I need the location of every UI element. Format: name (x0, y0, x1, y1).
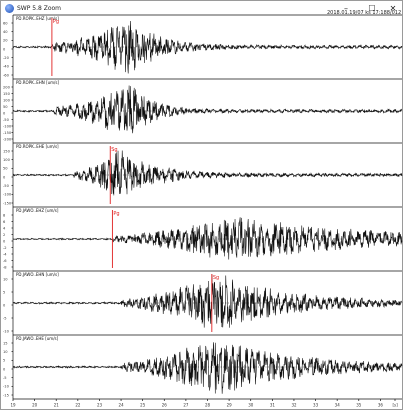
x-tick-label: 32 (291, 403, 297, 408)
y-tick-label: 60 (3, 21, 8, 25)
y-tick-label: -50 (3, 184, 10, 188)
x-tick-label: 28 (205, 403, 211, 408)
y-tick-label: -60 (3, 73, 10, 77)
waveform-trace (12, 274, 403, 328)
y-tick-label: 15 (3, 341, 8, 345)
x-tick-label: 35 (356, 403, 362, 408)
y-tick-label: -150 (3, 131, 12, 135)
channel-label: PD.JAWO..EHN [um/s] (16, 272, 59, 277)
phase-pick-label: Sg (111, 147, 117, 153)
waveform-trace (12, 150, 403, 196)
waveform-trace (12, 217, 403, 260)
y-tick-label: -5 (3, 316, 7, 320)
waveform-trace (12, 20, 403, 74)
x-tick-label: 30 (248, 403, 254, 408)
channel-label: PD.ROPK..EHZ [um/s] (16, 16, 59, 21)
y-tick-label: -8 (3, 265, 7, 269)
y-tick-label: 6 (3, 220, 6, 224)
x-tick-label: 26 (162, 403, 168, 408)
y-tick-label: 40 (3, 30, 8, 34)
x-tick-label: [s] (393, 403, 399, 408)
y-tick-label: 0 (3, 367, 6, 371)
y-tick-label: 5 (3, 359, 5, 363)
y-tick-label: 50 (3, 167, 8, 171)
x-tick-label: 20 (32, 403, 38, 408)
y-tick-label: -200 (3, 137, 12, 141)
window-title: SWP 5.8 Zoom (17, 5, 62, 12)
timestamp: 2018.01.19/07 ks 17:188/012 (327, 10, 402, 16)
x-tick-label: 24 (119, 403, 125, 408)
y-tick-label: -4 (3, 252, 7, 256)
x-tick-label: 25 (140, 403, 146, 408)
y-tick-label: 4 (3, 226, 6, 230)
minimize-button[interactable]: – (344, 3, 348, 13)
y-tick-label: 50 (3, 105, 8, 109)
y-tick-label: 10 (3, 277, 8, 281)
y-tick-label: -150 (3, 201, 12, 205)
x-tick-label: 19 (11, 403, 17, 408)
channel-label: PD.ROPK..EHE [um/s] (16, 144, 59, 149)
y-tick-label: 2 (3, 233, 5, 237)
app-icon (5, 4, 14, 13)
y-tick-label: -10 (3, 385, 10, 389)
phase-pick-label: Pg (53, 19, 59, 25)
waveform-trace (12, 342, 403, 394)
y-tick-label: -15 (3, 393, 9, 397)
y-tick-label: -2 (3, 246, 7, 250)
x-tick-label: 33 (313, 403, 319, 408)
y-tick-label: 20 (3, 39, 8, 43)
y-tick-label: 0 (3, 111, 6, 115)
y-tick-label: -50 (3, 118, 10, 122)
x-tick-label: 34 (335, 403, 341, 408)
y-tick-label: 5 (3, 290, 5, 294)
y-tick-label: 10 (3, 350, 8, 354)
y-tick-label: 0 (3, 47, 6, 51)
y-tick-label: -6 (3, 259, 7, 263)
y-tick-label: -100 (3, 124, 12, 128)
y-tick-label: 150 (3, 149, 11, 153)
x-tick-label: 23 (97, 403, 103, 408)
y-tick-label: 0 (3, 175, 6, 179)
y-tick-label: -5 (3, 376, 7, 380)
x-tick-label: 36 (378, 403, 384, 408)
waveform-trace (12, 85, 403, 134)
y-tick-label: 100 (3, 98, 11, 102)
y-tick-label: -100 (3, 193, 12, 197)
x-tick-label: 31 (270, 403, 276, 408)
y-tick-label: 100 (3, 158, 11, 162)
phase-pick-label: Pg (113, 211, 119, 217)
y-tick-label: 8 (3, 213, 6, 217)
phase-pick-label: Sg (213, 275, 219, 281)
y-tick-label: -40 (3, 65, 10, 69)
x-tick-label: 29 (227, 403, 233, 408)
y-tick-label: -10 (3, 329, 10, 333)
y-tick-label: 150 (3, 92, 11, 96)
close-button[interactable]: ✕ (389, 3, 397, 13)
x-tick-label: 21 (54, 403, 60, 408)
title-bar[interactable]: SWP 5.8 Zoom – ☐ ✕ (1, 1, 402, 16)
channel-label: PD.JAWO..EHZ [um/s] (16, 208, 59, 213)
channel-label: PD.JAWO..EHE [um/s] (16, 336, 59, 341)
y-tick-label: 0 (3, 303, 6, 307)
x-tick-label: 22 (75, 403, 81, 408)
maximize-button[interactable]: ☐ (368, 3, 376, 13)
y-tick-label: -20 (3, 56, 10, 60)
y-tick-label: 200 (3, 85, 11, 89)
x-tick-label: 27 (183, 403, 189, 408)
channel-label: PD.ROPK..EHN [um/s] (16, 80, 59, 85)
y-tick-label: 0 (3, 239, 6, 243)
